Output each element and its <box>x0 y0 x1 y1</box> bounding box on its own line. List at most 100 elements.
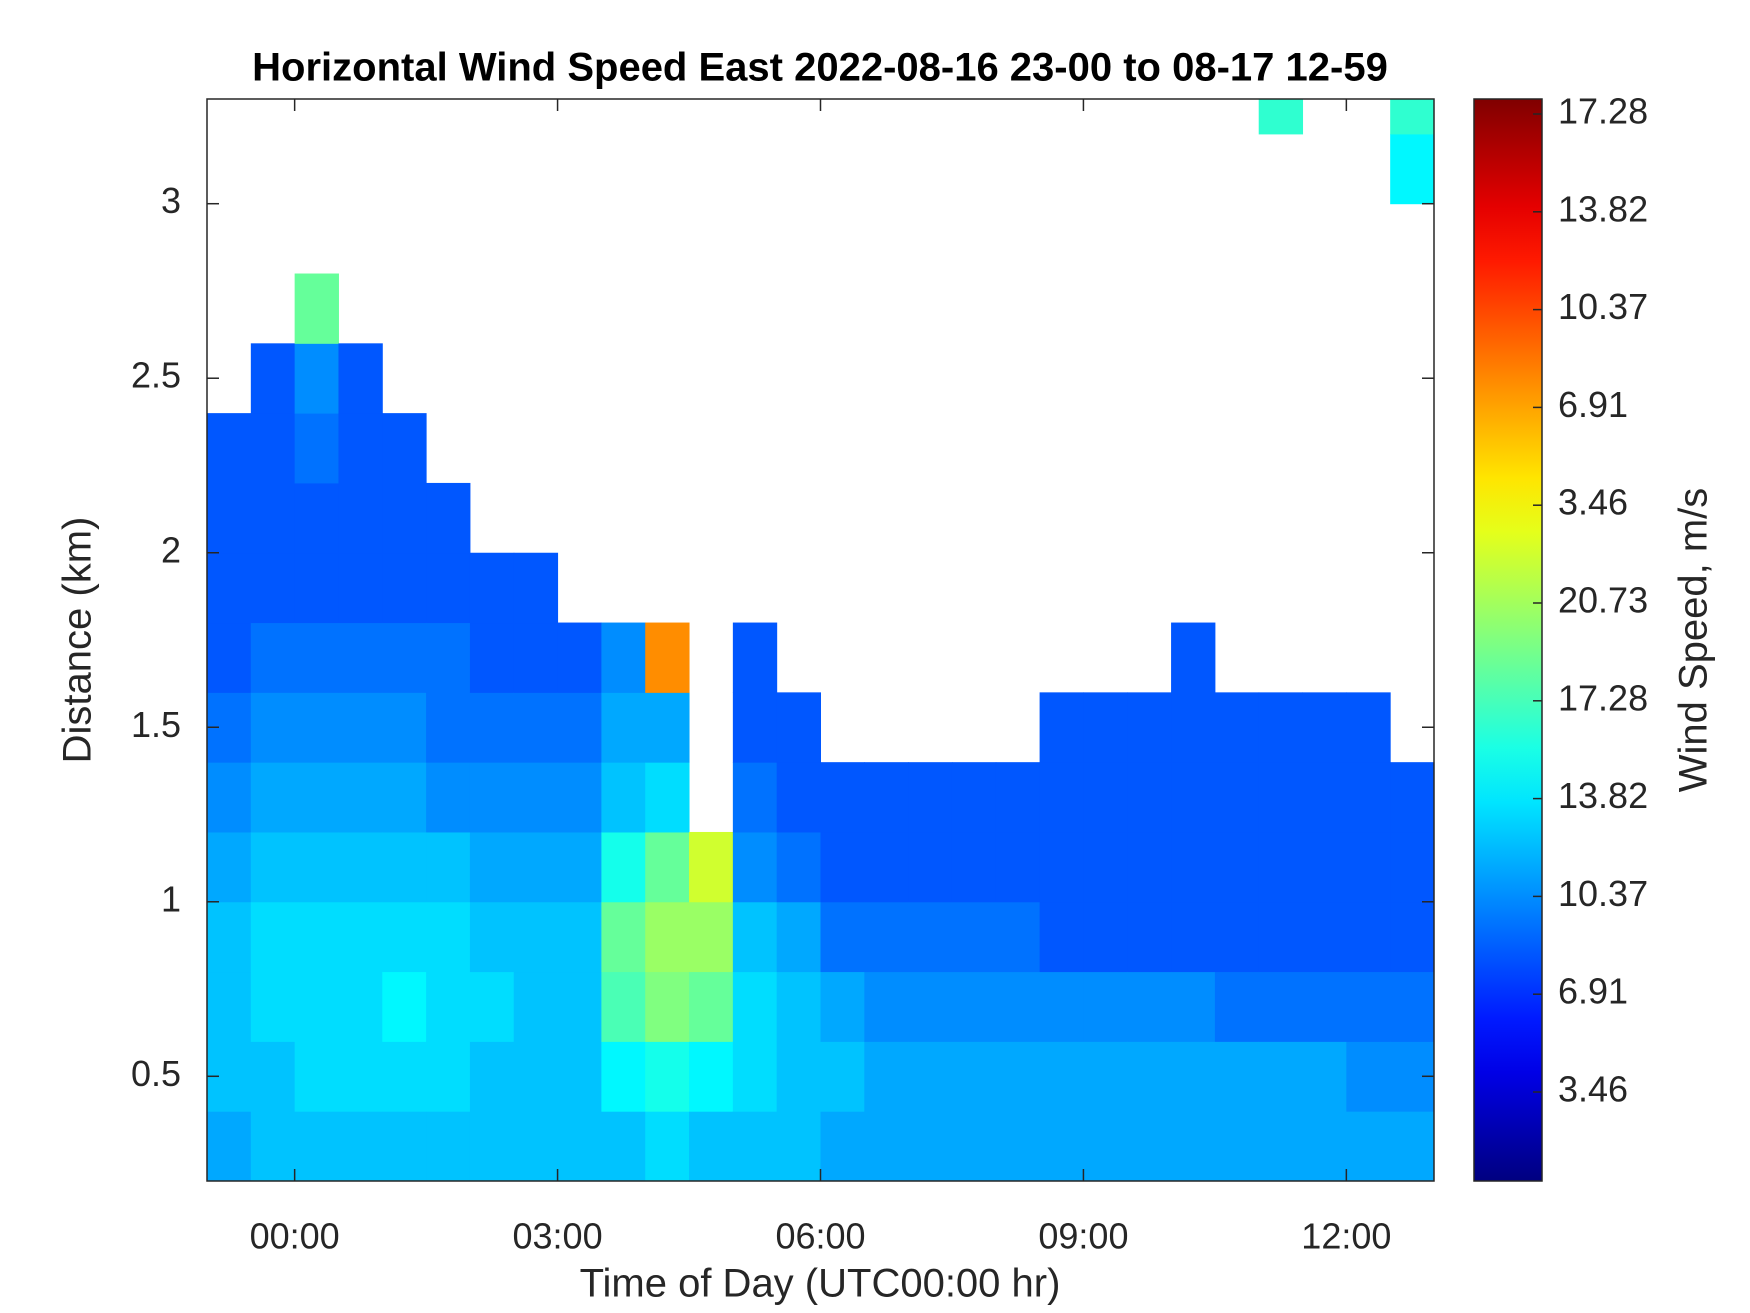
y-axis-label: Distance (km) <box>56 517 100 764</box>
heatmap-cell <box>426 901 471 973</box>
heatmap-cell <box>908 971 953 1042</box>
heatmap-cell <box>338 1111 383 1182</box>
heatmap-cell <box>1171 971 1216 1042</box>
heatmap-cell <box>250 343 296 414</box>
x-axis-label: Time of Day (UTC00:00 hr) <box>580 1262 1061 1306</box>
x-tick-label: 09:00 <box>1038 1216 1128 1257</box>
colorbar <box>1473 98 1543 1182</box>
heatmap-cell <box>250 831 296 903</box>
heatmap-cell <box>250 971 296 1042</box>
heatmap-cell <box>338 1041 383 1112</box>
heatmap-cell <box>1214 762 1260 833</box>
heatmap-cell <box>776 971 821 1042</box>
heatmap-cell <box>820 901 865 973</box>
heatmap-cell <box>1039 762 1084 833</box>
x-tick-label: 03:00 <box>513 1216 603 1257</box>
heatmap-cell <box>294 692 339 763</box>
heatmap-cell <box>294 1111 339 1182</box>
heatmap-cell <box>1039 901 1084 973</box>
heatmap-cell <box>732 692 778 763</box>
heatmap-cell <box>250 692 296 763</box>
heatmap-cell <box>995 971 1041 1042</box>
heatmap-cell <box>732 622 778 693</box>
heatmap-cell <box>426 552 471 624</box>
colorbar-tick-label: 17.28 <box>1558 677 1648 718</box>
heatmap-cell <box>513 971 559 1042</box>
heatmap-cell <box>820 1041 865 1112</box>
heatmap-cell <box>1302 971 1347 1042</box>
x-tick-label: 12:00 <box>1301 1216 1391 1257</box>
heatmap-cell <box>382 762 427 833</box>
colorbar-tick-label: 10.37 <box>1558 286 1648 327</box>
heatmap-cell <box>338 552 383 624</box>
heatmap-cell <box>689 831 734 903</box>
heatmap-cell <box>1302 692 1347 763</box>
colorbar-tick-label: 6.91 <box>1558 384 1628 425</box>
heatmap-cell <box>601 1111 646 1182</box>
heatmap-cell <box>995 831 1041 903</box>
heatmap-cell <box>1214 692 1260 763</box>
heatmap-cell <box>207 552 252 624</box>
heatmap-cell <box>1390 1111 1435 1182</box>
heatmap-cell <box>469 692 515 763</box>
heatmap-cell <box>469 901 515 973</box>
heatmap-cell <box>1302 1041 1347 1112</box>
heatmap-cell <box>995 1111 1041 1182</box>
heatmap-cell <box>513 1111 559 1182</box>
heatmap-cell <box>645 692 690 763</box>
heatmap-cell <box>1039 1041 1084 1112</box>
heatmap-cell <box>294 622 339 693</box>
heatmap-cell <box>469 1041 515 1112</box>
heatmap-cell <box>1214 901 1260 973</box>
heatmap-cell <box>513 1041 559 1112</box>
heatmap-cell <box>601 1041 646 1112</box>
heatmap-cell <box>426 1041 471 1112</box>
heatmap-cell <box>426 482 471 554</box>
colorbar-tick-label: 3.46 <box>1558 482 1628 523</box>
heatmap-cell <box>382 413 427 484</box>
heatmap-cell <box>645 1111 690 1182</box>
heatmap-cell <box>732 1041 778 1112</box>
y-tick-label: 1 <box>161 878 181 919</box>
heatmap-cell <box>1083 901 1128 973</box>
heatmap-cell <box>250 552 296 624</box>
heatmap-cell <box>1258 1111 1304 1182</box>
heatmap-cell <box>426 762 471 833</box>
y-tick-label: 2 <box>161 529 181 570</box>
heatmap-cell <box>601 622 646 693</box>
heatmap-cell <box>469 552 515 624</box>
heatmap-cell <box>250 482 296 554</box>
heatmap-cell <box>469 971 515 1042</box>
heatmap-cell <box>338 831 383 903</box>
y-tick-label: 0.5 <box>131 1053 181 1094</box>
heatmap-cell <box>601 971 646 1042</box>
heatmap-cell <box>513 622 559 693</box>
heatmap-cell <box>1083 692 1128 763</box>
heatmap-cell <box>1390 971 1435 1042</box>
heatmap-cell <box>338 971 383 1042</box>
heatmap-cell <box>294 343 339 414</box>
y-tick-label: 3 <box>161 180 181 221</box>
heatmap-cell <box>1258 901 1304 973</box>
heatmap-cell <box>1346 831 1391 903</box>
heatmap-cell <box>776 831 821 903</box>
heatmap-cell <box>1039 831 1084 903</box>
x-tick-label: 00:00 <box>250 1216 340 1257</box>
heatmap-cell <box>864 901 909 973</box>
heatmap-cell <box>1171 762 1216 833</box>
heatmap-cell <box>250 1111 296 1182</box>
heatmap-cell <box>469 1111 515 1182</box>
heatmap-cell <box>820 762 865 833</box>
heatmap-cell <box>557 762 602 833</box>
heatmap-cell <box>820 971 865 1042</box>
heatmap-cell <box>864 831 909 903</box>
heatmap-cell <box>338 482 383 554</box>
heatmap-cell <box>908 762 953 833</box>
heatmap-cell <box>294 971 339 1042</box>
heatmap-cell <box>250 901 296 973</box>
heatmap-cell <box>382 901 427 973</box>
heatmap-cell <box>951 762 997 833</box>
heatmap-cell <box>732 901 778 973</box>
heatmap-cell <box>995 762 1041 833</box>
heatmap-cell <box>908 901 953 973</box>
